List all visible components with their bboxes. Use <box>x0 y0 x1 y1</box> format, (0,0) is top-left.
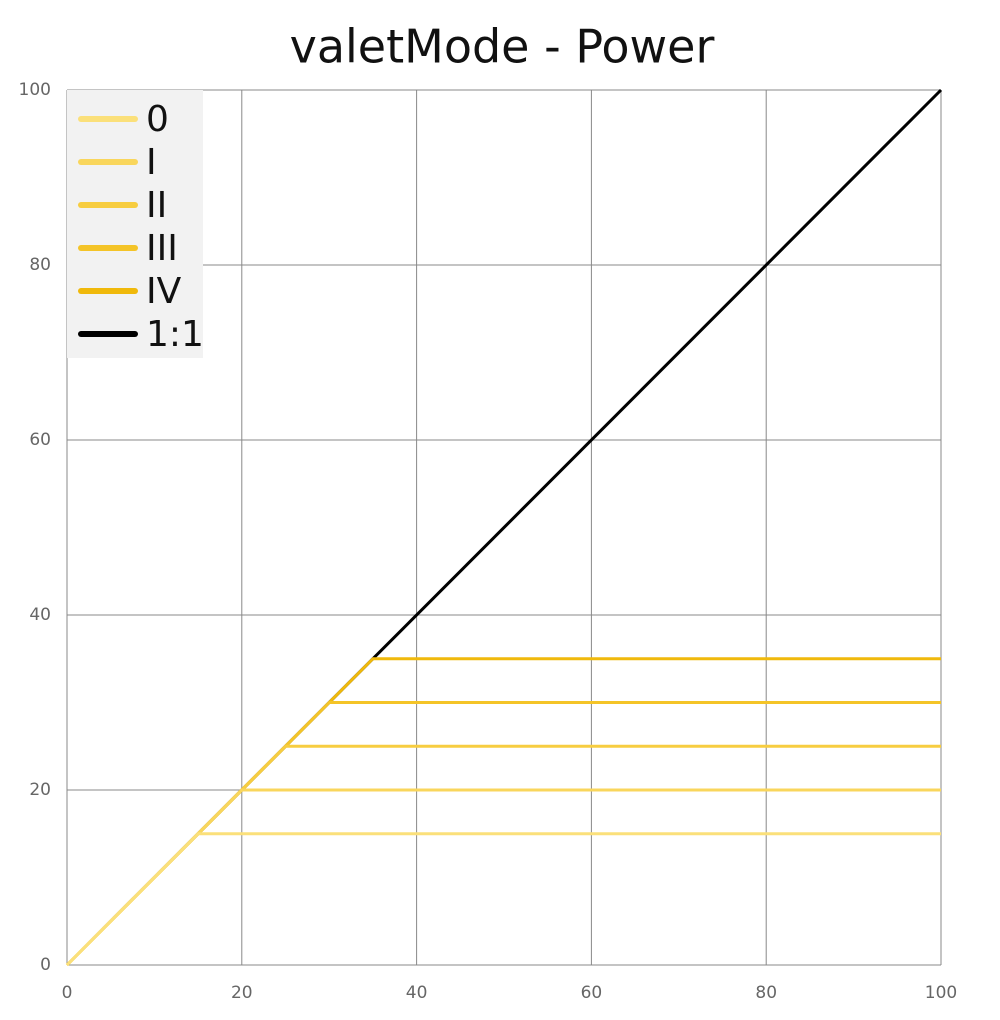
legend-box <box>67 90 203 358</box>
legend-label: II <box>146 185 167 226</box>
series-line <box>65 788 941 967</box>
x-tick-label: 80 <box>755 983 777 1003</box>
legend-label: 1:1 <box>146 314 204 355</box>
series-line <box>65 657 941 967</box>
legend-label: III <box>146 228 178 269</box>
series-line <box>65 744 941 967</box>
x-tick-label: 100 <box>925 983 957 1003</box>
y-tick-label: 100 <box>19 80 51 100</box>
series-line <box>65 832 941 967</box>
x-tick-label: 40 <box>406 983 428 1003</box>
legend-label: I <box>146 142 157 183</box>
y-tick-label: 40 <box>29 605 51 625</box>
y-tick-label: 20 <box>29 780 51 800</box>
x-tick-label: 20 <box>231 983 253 1003</box>
y-tick-label: 0 <box>40 955 51 975</box>
legend-label: IV <box>146 271 182 312</box>
y-tick-label: 60 <box>29 430 51 450</box>
chart-title: valetMode - Power <box>290 20 715 74</box>
legend-label: 0 <box>146 99 169 140</box>
x-tick-label: 0 <box>62 983 73 1003</box>
y-tick-label: 80 <box>29 255 51 275</box>
x-tick-label: 60 <box>581 983 603 1003</box>
